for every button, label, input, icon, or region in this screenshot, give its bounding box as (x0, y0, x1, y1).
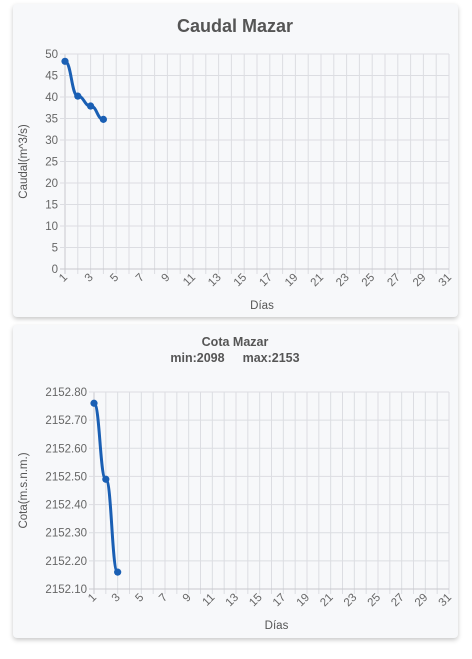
y-tick-label: 2152.40 (45, 500, 87, 512)
subtitle-part: min:2098 (170, 351, 224, 365)
x-tick-label: 17 (257, 272, 275, 290)
x-tick-label: 19 (283, 272, 301, 290)
x-tick-label: 13 (224, 592, 242, 610)
x-tick-label: 1 (86, 592, 99, 605)
y-tick-label: 25 (45, 157, 58, 169)
y-tick-label: 5 (52, 243, 58, 255)
x-tick-label: 15 (232, 272, 250, 290)
x-tick-label: 29 (413, 592, 431, 610)
series-line (63, 59, 105, 121)
y-tick-label: 15 (45, 200, 58, 212)
y-tick-label: 10 (45, 221, 58, 233)
y-tick-label: 50 (45, 49, 58, 61)
x-tick-label: 11 (181, 272, 198, 289)
x-tick-label: 29 (411, 272, 429, 290)
y-tick-label: 2152.50 (45, 471, 87, 483)
x-tick-label: 19 (295, 592, 313, 610)
x-tick-label: 23 (342, 592, 360, 610)
chart-title: Cota Mazar (202, 335, 269, 349)
data-point[interactable] (87, 102, 95, 110)
x-tick-label: 27 (389, 592, 407, 610)
data-point[interactable] (74, 92, 82, 100)
chart-card-cota: Cota Mazar min:2098 max:2153 2152.80 2152.70… (13, 325, 458, 638)
x-axis-title: Días (250, 300, 274, 312)
x-tick-label: 7 (157, 592, 170, 605)
x-axis-title: Días (265, 620, 289, 632)
chart-cota: Cota Mazar min:2098 max:2153 2152.80 2152.70… (18, 335, 455, 632)
y-tick-label: 40 (45, 92, 58, 104)
y-tick-label: 30 (45, 135, 58, 147)
x-tick-label: 17 (271, 592, 289, 610)
x-tick-label: 11 (201, 592, 218, 609)
y-axis-title: Caudal(m^3/s) (18, 124, 30, 199)
x-tick-label: 1 (57, 272, 70, 285)
y-tick-label: 0 (52, 264, 58, 276)
x-tick-label: 5 (108, 272, 121, 285)
data-point[interactable] (61, 57, 69, 65)
data-point[interactable] (114, 568, 122, 576)
data-point[interactable] (102, 475, 110, 483)
x-tick-label: 23 (334, 272, 352, 290)
x-tick-label: 21 (309, 272, 327, 290)
chart-subtitle: min:2098 max:2153 (170, 351, 299, 365)
subtitle-part: max:2153 (243, 351, 300, 365)
x-tick-label: 5 (133, 592, 146, 605)
y-tick-label: 45 (45, 71, 58, 83)
y-tick-label: 2152.20 (45, 556, 87, 568)
x-tick-label: 3 (110, 592, 123, 605)
y-axis-title: Cota(m.s.n.m.) (18, 452, 30, 528)
x-tick-label: 25 (366, 592, 384, 610)
x-tick-label: 31 (437, 272, 455, 290)
x-tick-label: 9 (160, 272, 173, 285)
chart-card-caudal: Caudal Mazar 50 45 40 35 30 25 20 15 10 5 0 1 3 5 7 9 11 1… (13, 4, 458, 317)
chart-title: Caudal Mazar (177, 16, 293, 36)
x-tick-label: 15 (247, 592, 265, 610)
y-tick-label: 35 (45, 114, 58, 126)
x-tick-label: 3 (83, 272, 96, 285)
y-tick-label: 2152.80 (45, 387, 87, 399)
y-tick-label: 20 (45, 178, 58, 190)
x-tick-label: 25 (360, 272, 378, 290)
data-point[interactable] (99, 115, 107, 123)
x-tick-label: 31 (437, 592, 455, 610)
y-tick-label: 2152.70 (45, 415, 87, 427)
x-tick-label: 13 (206, 272, 224, 290)
x-tick-label: 27 (385, 272, 403, 290)
y-tick-label: 2152.60 (45, 443, 87, 455)
x-tick-label: 9 (181, 592, 194, 605)
y-tick-label: 2152.10 (45, 584, 87, 596)
x-tick-label: 7 (134, 272, 147, 285)
x-tick-label: 21 (318, 592, 336, 610)
y-tick-label: 2152.30 (45, 528, 87, 540)
data-point[interactable] (90, 399, 98, 407)
